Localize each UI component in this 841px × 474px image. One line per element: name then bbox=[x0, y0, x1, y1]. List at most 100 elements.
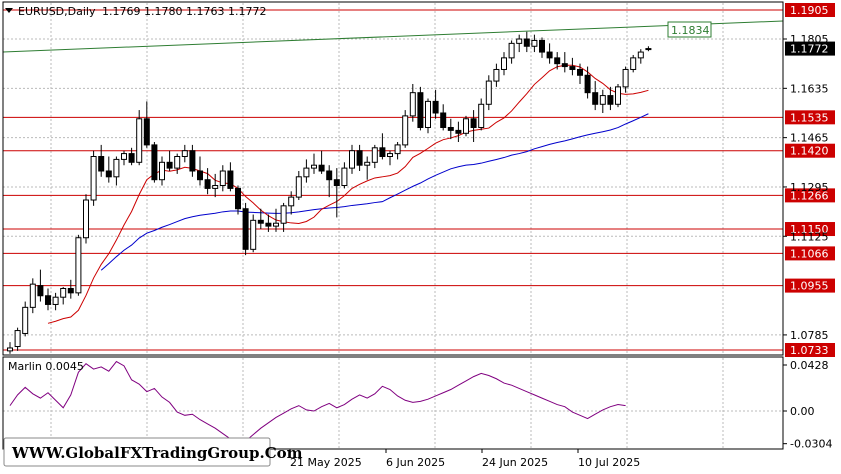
candle-body bbox=[98, 156, 105, 172]
trendline-group: 1.1834 bbox=[2, 20, 784, 53]
candle-body bbox=[189, 150, 196, 172]
candle-body bbox=[318, 164, 325, 172]
candle-body bbox=[577, 68, 583, 76]
candle-body bbox=[227, 170, 234, 189]
candle-body bbox=[22, 306, 29, 334]
candle-body bbox=[235, 187, 241, 210]
level-price-box bbox=[785, 278, 835, 293]
candle-body bbox=[90, 156, 97, 201]
price-tick-label: 1.1295 bbox=[790, 181, 829, 194]
moving-average-slow bbox=[100, 113, 649, 271]
candle-body bbox=[60, 287, 67, 298]
collapse-icon[interactable] bbox=[5, 8, 13, 13]
date-label: 21 May 2025 bbox=[290, 456, 362, 469]
watermark-text: WWW.GlobalFXTradingGroup.Com bbox=[11, 444, 303, 462]
candle-body bbox=[143, 118, 150, 146]
candle-body bbox=[303, 167, 310, 178]
price-tick-label: 1.0785 bbox=[790, 329, 829, 342]
candle-body bbox=[607, 95, 614, 105]
candle-body bbox=[440, 112, 447, 128]
price-axis: 1.1905 1.1535 1.1420 1.1266 1.1150 1.1066 1.09… bbox=[783, 3, 835, 357]
level-price-box bbox=[785, 3, 835, 17]
candle-body bbox=[463, 118, 469, 134]
candle-body bbox=[212, 185, 219, 189]
moving-averages bbox=[47, 64, 649, 324]
candle-body bbox=[425, 100, 431, 128]
candle-body bbox=[14, 330, 21, 348]
candle-body bbox=[349, 150, 355, 169]
candle-body bbox=[136, 118, 143, 163]
candle-body bbox=[113, 158, 120, 178]
price-tick-label: 1.1125 bbox=[790, 230, 829, 243]
candle-body bbox=[447, 126, 454, 131]
candle-body bbox=[501, 57, 507, 70]
main-pane-frame bbox=[2, 1, 784, 356]
candle-body bbox=[478, 103, 485, 128]
candle-body bbox=[546, 51, 553, 59]
candle-body bbox=[151, 144, 158, 181]
level-price-box bbox=[785, 110, 835, 125]
candle-body bbox=[569, 66, 576, 70]
date-label: 24 Jun 2025 bbox=[482, 456, 548, 469]
candle-body bbox=[394, 144, 401, 155]
candle-body bbox=[417, 92, 424, 128]
level-lines bbox=[3, 9, 783, 351]
candle-body bbox=[250, 219, 257, 250]
indicator-tick-label: 0.0428 bbox=[790, 359, 829, 372]
level-price-box bbox=[785, 222, 835, 237]
candle-body bbox=[371, 147, 378, 163]
candle-body bbox=[333, 179, 340, 187]
candle-body bbox=[455, 129, 462, 134]
candle-body bbox=[204, 179, 211, 189]
level-price-label: 1.1905 bbox=[790, 4, 829, 17]
candle-body bbox=[128, 153, 135, 163]
indicator-tick-label: 0.00 bbox=[790, 405, 815, 418]
candle-body bbox=[273, 222, 279, 227]
level-price-label: 1.0733 bbox=[790, 344, 829, 357]
level-price-label: 1.0955 bbox=[790, 280, 829, 293]
candle-body bbox=[554, 57, 561, 65]
candle-body bbox=[181, 150, 188, 158]
candle-body bbox=[523, 38, 530, 47]
indicator-name: Marlin 0.0045 bbox=[8, 360, 84, 373]
candle-body bbox=[166, 161, 173, 169]
candle-body bbox=[630, 57, 637, 70]
candle-body bbox=[29, 283, 36, 308]
candle-body bbox=[197, 170, 203, 181]
candle-body bbox=[265, 222, 272, 227]
candle-body bbox=[409, 92, 416, 117]
candle-body bbox=[105, 170, 112, 178]
candle-body bbox=[37, 285, 44, 297]
candle-body bbox=[485, 80, 492, 105]
candle-body bbox=[584, 74, 591, 94]
candle-body bbox=[52, 296, 59, 305]
candle-body bbox=[341, 167, 348, 187]
candle-body bbox=[379, 147, 386, 158]
level-price-label: 1.1535 bbox=[790, 111, 829, 124]
candle-body bbox=[288, 196, 295, 207]
candle-body bbox=[402, 115, 409, 146]
level-price-label: 1.1420 bbox=[790, 145, 829, 158]
candle-body bbox=[516, 38, 523, 44]
indicator-group bbox=[3, 360, 783, 444]
level-price-box bbox=[785, 143, 835, 158]
level-price-label: 1.1266 bbox=[790, 189, 829, 202]
candle-body bbox=[295, 176, 302, 198]
candle-body bbox=[280, 205, 287, 224]
candle-body bbox=[531, 39, 538, 47]
candle-body bbox=[599, 95, 606, 105]
candle-body bbox=[432, 100, 439, 114]
date-label: 10 Jul 2025 bbox=[578, 456, 640, 469]
grid bbox=[3, 3, 783, 449]
candle-body bbox=[7, 347, 13, 352]
level-price-box bbox=[785, 188, 835, 203]
trendline-label-box bbox=[667, 21, 712, 38]
candle-body bbox=[159, 161, 165, 181]
level-price-label: 1.1150 bbox=[790, 223, 829, 236]
current-price-label: 1.1772 bbox=[790, 43, 829, 56]
candle-body bbox=[45, 295, 51, 305]
level-price-box bbox=[785, 246, 835, 261]
candle-body bbox=[174, 156, 181, 169]
chart-ohlc: 1.1769 1.1780 1.1763 1.1772 bbox=[102, 5, 266, 18]
